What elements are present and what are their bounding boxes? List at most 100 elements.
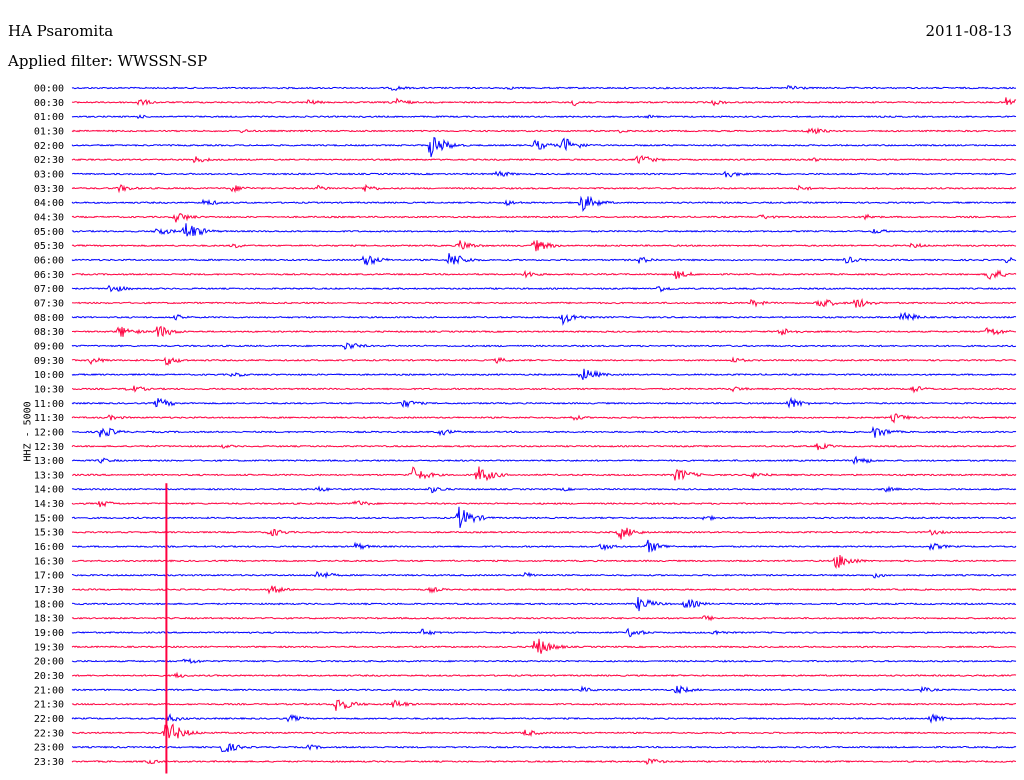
- trace-line: [71, 455, 1017, 466]
- trace-line: [71, 671, 1017, 679]
- time-tick-label: 15:30: [34, 528, 64, 539]
- trace-line: [71, 239, 1017, 252]
- time-tick-label: 23:00: [34, 743, 64, 754]
- time-tick-label: 15:00: [34, 513, 64, 524]
- trace-line: [71, 136, 1017, 158]
- trace-line: [71, 627, 1017, 638]
- trace-line: [71, 596, 1017, 612]
- trace-line: [71, 485, 1017, 494]
- time-tick-label: 08:00: [34, 313, 64, 324]
- time-tick-label: 04:30: [34, 212, 64, 223]
- trace-line: [72, 539, 1017, 553]
- trace-line: [71, 212, 1017, 223]
- time-tick-label: 18:30: [34, 614, 64, 625]
- trace-line: [71, 127, 1017, 135]
- trace-line: [71, 154, 1017, 165]
- time-tick-label: 09:00: [34, 341, 64, 352]
- trace-line: [71, 699, 1016, 711]
- time-tick-label: 06:00: [34, 255, 64, 266]
- time-tick-label: 01:30: [34, 126, 64, 137]
- trace-line: [71, 500, 1017, 508]
- trace-line: [71, 356, 1017, 366]
- time-tick-label: 19:30: [34, 642, 64, 653]
- time-tick-label: 23:30: [34, 757, 64, 768]
- trace-line: [71, 570, 1017, 579]
- trace-line: [71, 466, 1017, 482]
- trace-line: [71, 342, 1017, 350]
- time-tick-label: 22:30: [34, 728, 64, 739]
- time-tick-label: 07:00: [34, 284, 64, 295]
- trace-line: [71, 413, 1017, 424]
- trace-line: [71, 684, 1017, 694]
- trace-line: [71, 284, 1017, 293]
- time-tick-label: 06:30: [34, 270, 64, 281]
- trace-line: [71, 170, 1017, 178]
- time-tick-label: 17:30: [34, 585, 64, 596]
- time-tick-label: 05:30: [34, 241, 64, 252]
- trace-line: [71, 757, 1016, 766]
- record-date: 2011-08-13: [925, 22, 1012, 40]
- time-tick-label: 20:00: [34, 657, 64, 668]
- trace-line: [71, 368, 1017, 380]
- trace-line: [71, 311, 1017, 326]
- time-tick-label: 00:00: [34, 84, 64, 95]
- trace-line: [71, 396, 1017, 409]
- trace-line: [71, 527, 1017, 540]
- time-tick-label: 03:30: [34, 184, 64, 195]
- applied-filter-label: Applied filter: WWSSN-SP: [8, 52, 208, 70]
- time-tick-label: 21:30: [34, 700, 64, 711]
- time-tick-label: 03:00: [34, 169, 64, 180]
- trace-line: [71, 97, 1017, 107]
- trace-line: [71, 713, 1017, 724]
- station-name: HA Psaromita: [8, 22, 114, 40]
- trace-line: [71, 85, 1017, 91]
- trace-line: [71, 555, 1017, 569]
- trace-line: [71, 723, 1017, 739]
- trace-line: [71, 297, 1017, 308]
- time-tick-label: 16:30: [34, 556, 64, 567]
- trace-line: [71, 657, 1017, 664]
- time-tick-label: 10:30: [34, 384, 64, 395]
- trace-line: [71, 114, 1017, 120]
- time-tick-label: 19:00: [34, 628, 64, 639]
- trace-line: [71, 442, 1017, 451]
- time-tick-label: 13:00: [34, 456, 64, 467]
- time-tick-label: 14:00: [34, 485, 64, 496]
- time-tick-label: 08:30: [34, 327, 64, 338]
- trace-line: [71, 269, 1017, 280]
- time-tick-label: 21:00: [34, 685, 64, 696]
- trace-line: [71, 615, 1017, 622]
- trace-line: [71, 585, 1017, 595]
- trace-line: [71, 385, 1017, 394]
- time-tick-label: 12:30: [34, 442, 64, 453]
- trace-line: [71, 743, 1017, 753]
- time-tick-label: 18:00: [34, 599, 64, 610]
- time-tick-label: 04:00: [34, 198, 64, 209]
- time-tick-label: 16:00: [34, 542, 64, 553]
- trace-line: [72, 425, 1017, 438]
- time-tick-label: 13:30: [34, 470, 64, 481]
- time-tick-label: 00:30: [34, 98, 64, 109]
- trace-line: [71, 638, 1017, 654]
- time-tick-label: 01:00: [34, 112, 64, 123]
- trace-line: [71, 223, 1017, 237]
- time-tick-label: 10:00: [34, 370, 64, 381]
- time-tick-label: 11:00: [34, 399, 64, 410]
- trace-line: [72, 325, 1017, 338]
- trace-line: [71, 506, 1017, 529]
- time-tick-label: 09:30: [34, 356, 64, 367]
- trace-line: [71, 195, 1017, 212]
- time-tick-label: 02:30: [34, 155, 64, 166]
- trace-line: [71, 253, 1017, 266]
- time-tick-label: 02:00: [34, 141, 64, 152]
- time-tick-label: 17:00: [34, 571, 64, 582]
- time-tick-label: 20:30: [34, 671, 64, 682]
- time-tick-label: 12:00: [34, 427, 64, 438]
- trace-line: [71, 183, 1017, 194]
- time-tick-label: 14:30: [34, 499, 64, 510]
- time-tick-label: 07:30: [34, 298, 64, 309]
- time-tick-label: 05:00: [34, 227, 64, 238]
- time-tick-label: 22:00: [34, 714, 64, 725]
- time-tick-label: 11:30: [34, 413, 64, 424]
